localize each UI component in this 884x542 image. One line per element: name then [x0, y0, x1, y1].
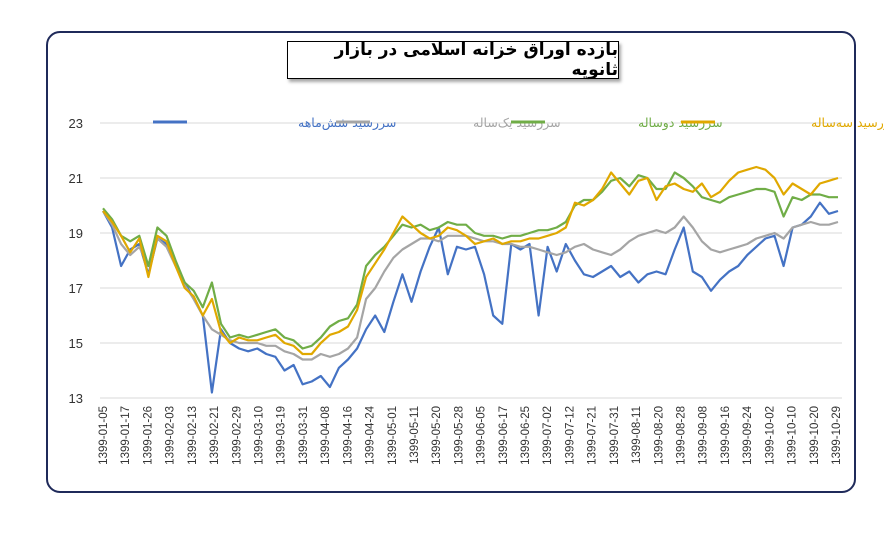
x-tick-label: 1399-05-11 — [409, 406, 421, 464]
series-line-3 — [102, 171, 838, 350]
legend-label-4: سررسید سه‌ساله — [811, 115, 884, 131]
x-tick-label: 1399-02-29 — [231, 406, 243, 465]
y-tick-label: 23 — [69, 116, 83, 131]
x-tick-label: 1399-09-24 — [742, 405, 754, 464]
x-tick-label: 1399-02-03 — [165, 406, 177, 465]
y-tick-label: 19 — [69, 226, 83, 241]
x-tick-label: 1399-10-02 — [764, 406, 776, 465]
series-line-4 — [102, 165, 839, 356]
x-tick-label: 1399-03-10 — [253, 406, 265, 465]
x-tick-label: 1399-04-16 — [342, 406, 354, 465]
x-tick-label: 1399-08-20 — [653, 406, 665, 465]
x-tick-label: 1399-07-21 — [587, 406, 599, 465]
x-tick-label: 1399-01-05 — [98, 406, 110, 465]
x-tick-label: 1399-06-05 — [476, 406, 488, 465]
x-tick-label: 1399-09-16 — [720, 406, 732, 465]
x-tick-label: 1399-01-17 — [120, 406, 132, 465]
chart-title-box: بازده اوراق خزانه اسلامی در بازار ثانویه — [287, 40, 619, 80]
chart-title: بازده اوراق خزانه اسلامی در بازار ثانویه — [334, 40, 618, 80]
legend-label-3: سررسید دوساله — [638, 115, 723, 131]
x-tick-label: 1399-06-17 — [498, 406, 510, 465]
x-tick-label: 1399-08-11 — [631, 406, 643, 464]
series-lines — [102, 165, 839, 394]
y-axis: 13 15 17 19 21 23 — [69, 116, 83, 406]
x-tick-label: 1399-03-31 — [298, 406, 310, 465]
x-tick-label: 1399-08-28 — [676, 406, 688, 465]
x-tick-label: 1399-10-20 — [809, 406, 821, 465]
y-tick-label: 21 — [69, 171, 83, 186]
x-tick-label: 1399-02-21 — [209, 406, 221, 465]
series-line-1 — [102, 201, 839, 394]
x-axis: 1399-01-05 1399-01-17 1399-01-26 1399-02-03… — [98, 405, 843, 464]
x-tick-label: 1399-07-02 — [542, 406, 554, 465]
x-tick-label: 1399-05-28 — [453, 406, 465, 465]
x-tick-label: 1399-02-13 — [187, 406, 199, 465]
y-tick-label: 15 — [69, 336, 83, 351]
x-tick-label: 1399-06-25 — [520, 406, 532, 465]
x-tick-label: 1399-10-10 — [787, 406, 799, 465]
x-tick-label: 1399-01-26 — [142, 406, 154, 465]
x-tick-label: 1399-03-19 — [276, 406, 288, 465]
x-tick-label: 1399-04-24 — [365, 405, 377, 464]
y-tick-label: 13 — [69, 391, 83, 406]
x-tick-label: 1399-05-01 — [387, 406, 399, 465]
x-tick-label: 1399-10-29 — [831, 406, 843, 465]
gridlines — [100, 122, 842, 399]
y-tick-label: 17 — [69, 281, 83, 296]
x-tick-label: 1399-04-08 — [320, 406, 332, 465]
x-tick-label: 1399-07-31 — [609, 406, 621, 465]
x-tick-label: 1399-09-08 — [698, 406, 710, 465]
x-tick-label: 1399-07-12 — [564, 406, 576, 465]
x-tick-label: 1399-05-20 — [431, 406, 443, 465]
